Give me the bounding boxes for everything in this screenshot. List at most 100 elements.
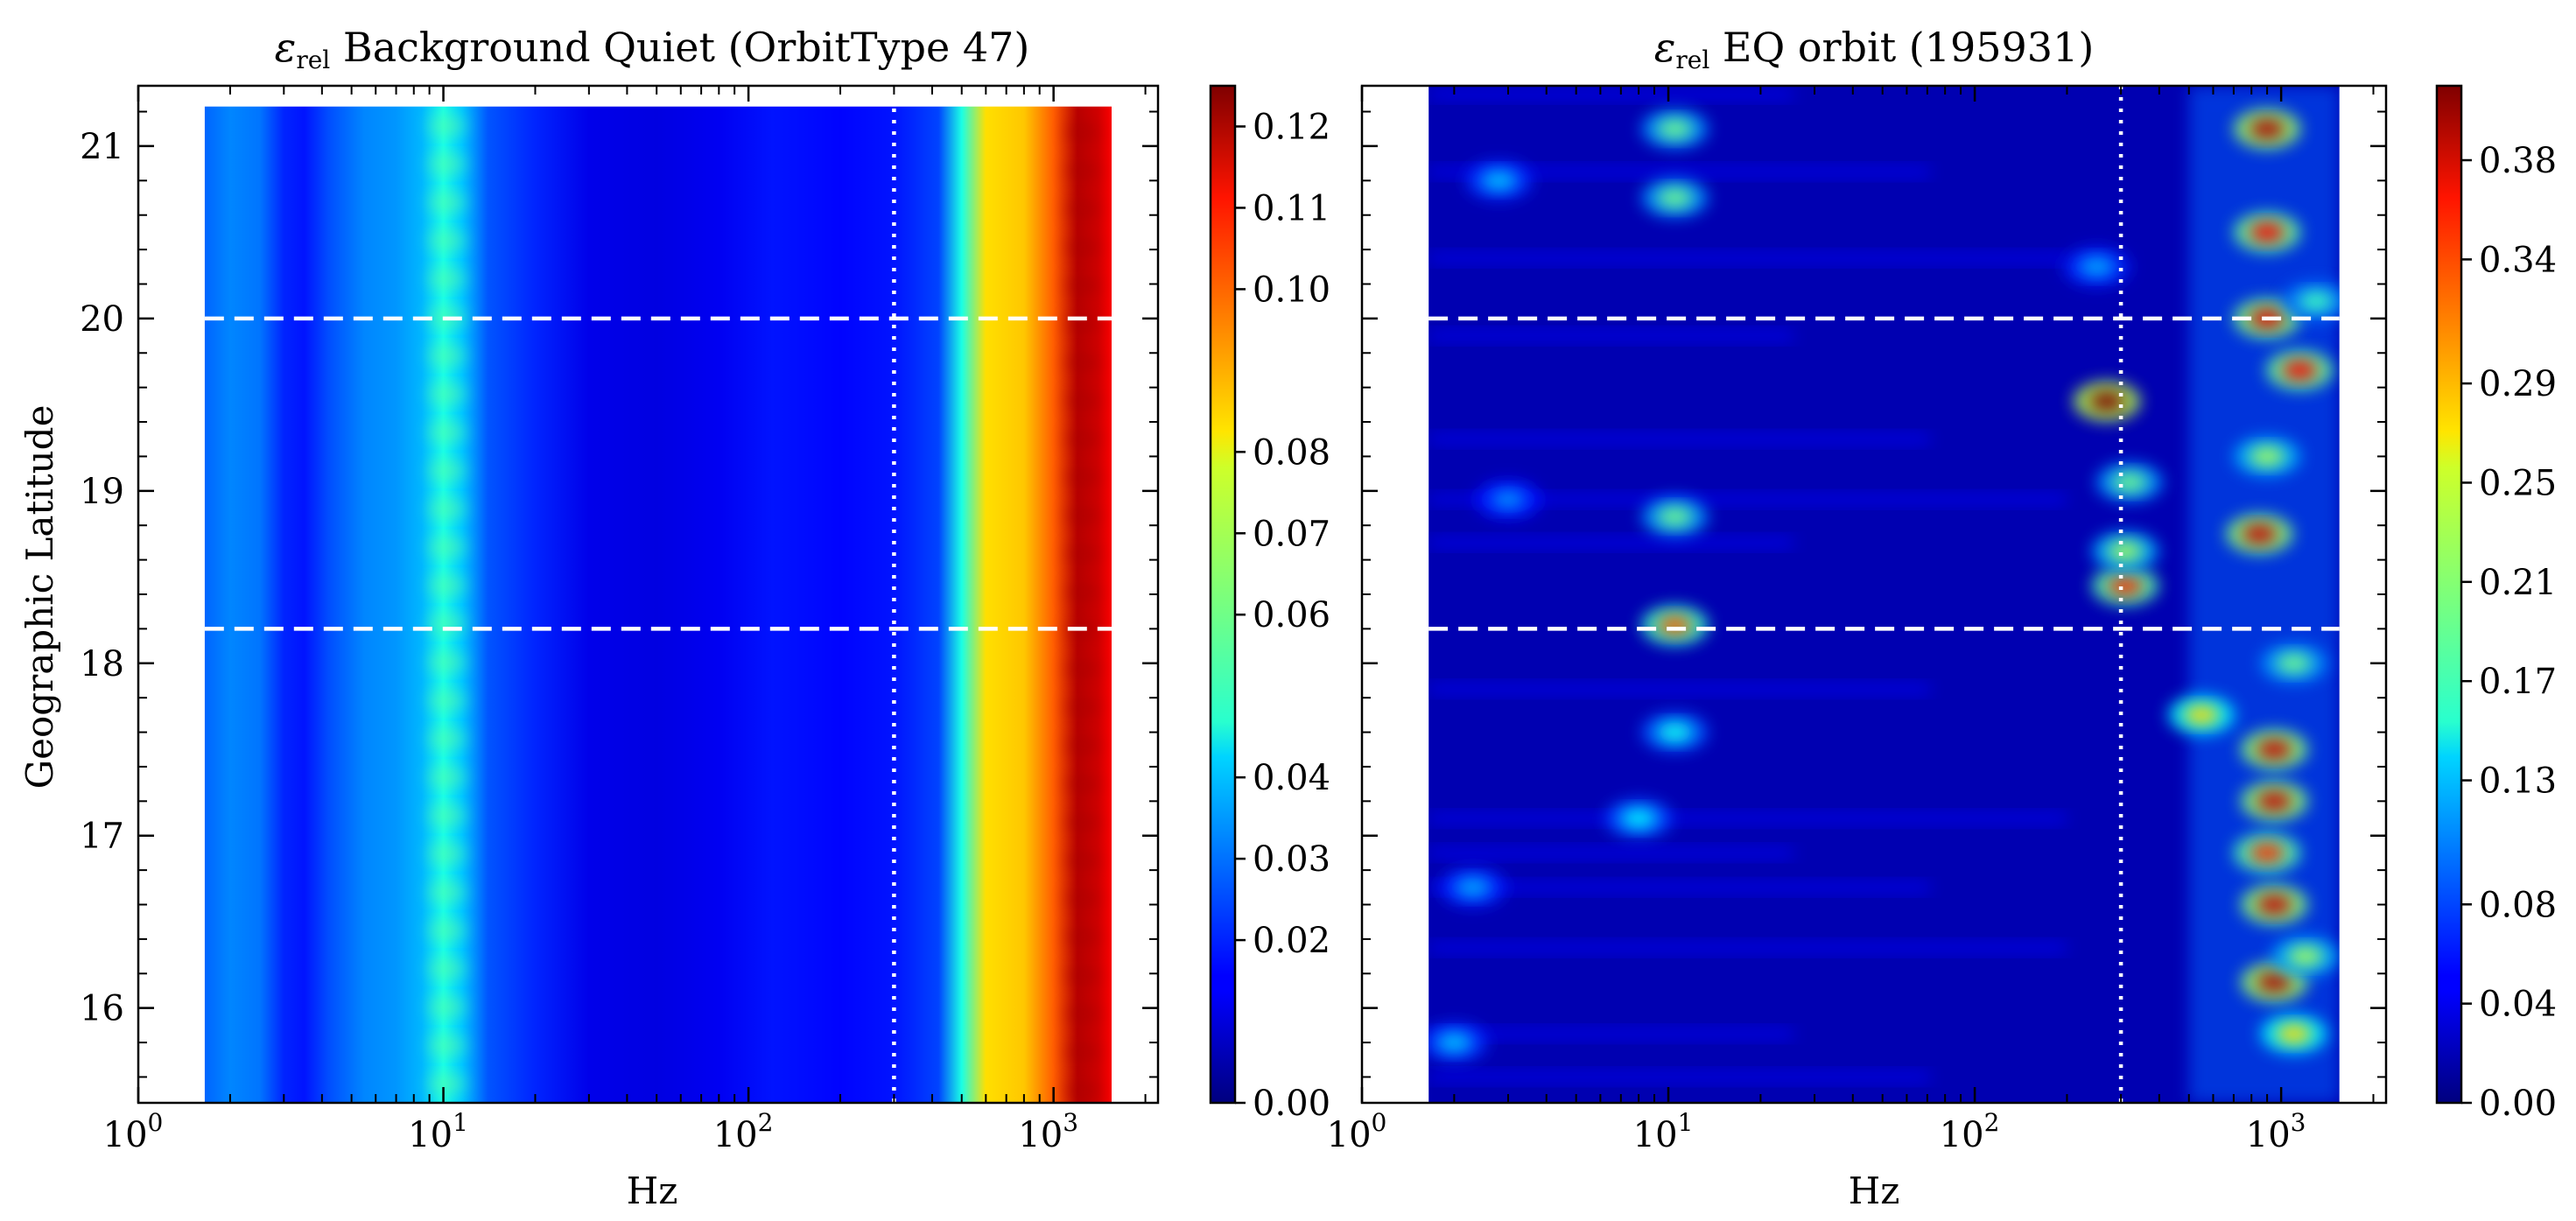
texture-spot xyxy=(428,1075,467,1093)
left-y-axis-label: Geographic Latitude xyxy=(18,405,61,789)
texture-streak xyxy=(1428,813,2067,825)
hotspot-core xyxy=(2276,1024,2312,1044)
hotspot xyxy=(1641,179,1709,218)
hotspot-core xyxy=(2108,541,2144,561)
hotspot xyxy=(2260,643,2327,683)
texture-spot xyxy=(428,193,467,212)
colorbar-tick-label: 0.29 xyxy=(2479,364,2557,404)
y-tick-label: 18 xyxy=(80,644,124,684)
hotspot-core xyxy=(2257,972,2292,993)
texture-spot xyxy=(1067,810,1099,835)
texture-streak xyxy=(1428,494,2067,505)
hotspot xyxy=(2074,382,2141,421)
hotspot-core xyxy=(2276,653,2312,673)
left-panel-title: εrel Background Quiet (OrbitType 47) xyxy=(275,24,1030,74)
x-tick-label: 101 xyxy=(408,1108,468,1155)
texture-spot xyxy=(428,461,467,480)
texture-spot xyxy=(428,806,467,825)
hotspot xyxy=(2234,109,2301,149)
colorbar-tick-label: 0.04 xyxy=(1253,758,1330,798)
hotspot xyxy=(1641,606,1709,645)
hotspot-core xyxy=(2111,472,2147,492)
texture-spot xyxy=(428,1036,467,1055)
y-tick-label: 20 xyxy=(80,299,124,340)
texture-spot xyxy=(428,538,467,557)
hotspot-core xyxy=(1455,877,1491,897)
hotspot xyxy=(1641,497,1709,537)
hotspot-core xyxy=(1657,119,1693,139)
right-heatmap-panel: εrel EQ orbit (195931) 100 101 102 103 Hz 0… xyxy=(1327,24,2557,1212)
hotspot-core xyxy=(2257,895,2292,915)
texture-spot xyxy=(428,921,467,939)
hotspot xyxy=(2226,515,2293,554)
texture-spot xyxy=(1067,618,1099,643)
hotspot xyxy=(2241,885,2308,924)
colorbar-tick-label: 0.04 xyxy=(2479,985,2557,1025)
left-x-axis-label: Hz xyxy=(627,1169,678,1212)
y-tick-label: 17 xyxy=(80,817,124,857)
hotspot-core xyxy=(1621,809,1657,829)
texture-spot xyxy=(428,500,467,518)
hotspot xyxy=(1641,712,1709,752)
right-colorbar-gradient xyxy=(2435,84,2463,1105)
right-x-axis-label: Hz xyxy=(1849,1169,1900,1212)
x-tick-label: 102 xyxy=(1940,1108,2000,1155)
hotspot xyxy=(2234,833,2301,873)
hotspot xyxy=(2063,247,2130,286)
hotspot-core xyxy=(2079,256,2115,277)
hotspot xyxy=(1605,799,1673,839)
hotspot xyxy=(2168,695,2236,734)
y-tick-label: 16 xyxy=(80,989,124,1029)
texture-spot xyxy=(428,653,467,671)
colorbar-tick-label: 0.08 xyxy=(1253,432,1330,473)
x-tick-label: 100 xyxy=(103,1108,164,1155)
colorbar-tick-label: 0.00 xyxy=(1253,1084,1330,1124)
left-heatmap-data xyxy=(204,106,1112,1103)
hotspot-core xyxy=(2250,446,2285,467)
colorbar-tick-label: 0.21 xyxy=(2479,563,2557,603)
left-colorbar-gradient xyxy=(1209,84,1237,1105)
texture-spot xyxy=(428,959,467,978)
texture-spot xyxy=(1067,887,1099,912)
hotspot xyxy=(1439,867,1506,907)
hotspot-core xyxy=(2250,222,2285,242)
texture-spot xyxy=(1067,542,1099,567)
y-tick-label: 21 xyxy=(80,127,124,167)
hotspot xyxy=(2092,566,2159,606)
x-tick-label: 100 xyxy=(1327,1108,1387,1155)
texture-spot xyxy=(1067,579,1099,605)
texture-spot xyxy=(428,883,467,902)
texture-spot xyxy=(1067,695,1099,720)
hotspot xyxy=(1641,109,1709,149)
hotspot xyxy=(2092,531,2159,571)
texture-spot xyxy=(428,347,467,365)
texture-spot xyxy=(428,691,467,710)
texture-spot xyxy=(1067,1078,1099,1103)
texture-spot xyxy=(428,845,467,863)
texture-spot xyxy=(1067,120,1099,145)
hotspot xyxy=(2241,730,2308,769)
x-tick-label: 103 xyxy=(1018,1108,1078,1155)
texture-streak xyxy=(1428,942,2067,953)
texture-spot xyxy=(1067,426,1099,452)
colorbar-tick-label: 0.34 xyxy=(2479,240,2557,280)
hotspot-core xyxy=(2282,360,2318,380)
colorbar-tick-label: 0.03 xyxy=(1253,839,1330,880)
texture-spot xyxy=(1067,465,1099,490)
right-heatmap-data xyxy=(1428,86,2340,1103)
texture-spot xyxy=(1067,1040,1099,1065)
hotspot xyxy=(1428,1023,1488,1063)
colorbar-tick-label: 0.11 xyxy=(1253,188,1330,228)
texture-spot xyxy=(1067,197,1099,222)
texture-spot xyxy=(1067,503,1099,529)
hotspot-core xyxy=(1481,171,1517,191)
colorbar-tick-label: 0.10 xyxy=(1253,270,1330,310)
texture-streak xyxy=(1428,1071,1930,1083)
texture-spot xyxy=(1067,235,1099,260)
texture-spot xyxy=(428,576,467,594)
hotspot-core xyxy=(2089,391,2125,411)
right-panel-title: εrel EQ orbit (195931) xyxy=(1654,24,2095,74)
texture-spot xyxy=(1067,733,1099,759)
texture-spot xyxy=(428,768,467,786)
hotspot-core xyxy=(2257,791,2292,811)
